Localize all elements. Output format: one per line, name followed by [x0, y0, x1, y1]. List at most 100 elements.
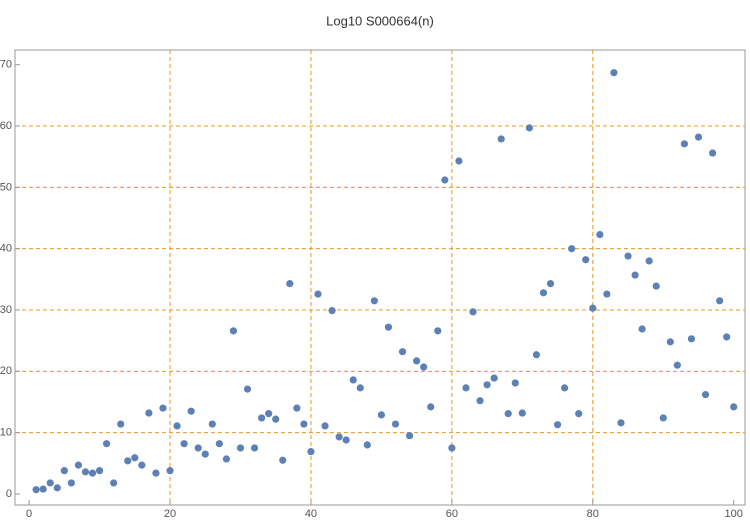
point	[610, 69, 618, 77]
point	[624, 252, 632, 260]
y-tick-label: 40	[0, 243, 12, 255]
x-tick-label: 20	[164, 508, 176, 520]
point	[46, 479, 54, 487]
y-tick-label: 10	[0, 427, 12, 439]
point	[575, 410, 583, 418]
point	[716, 297, 724, 305]
point	[582, 256, 590, 264]
point	[208, 420, 216, 428]
point	[81, 468, 90, 476]
point	[314, 290, 322, 298]
point	[730, 403, 738, 411]
point	[265, 410, 273, 418]
point	[53, 484, 61, 492]
point	[455, 157, 463, 165]
point	[490, 374, 498, 382]
point	[553, 421, 562, 429]
point	[131, 454, 139, 462]
point	[405, 432, 414, 440]
point	[448, 444, 456, 452]
plot-frame	[14, 49, 746, 506]
point	[103, 440, 111, 448]
point	[617, 419, 625, 427]
point	[652, 282, 660, 290]
point	[124, 457, 132, 465]
point	[645, 257, 653, 265]
point	[694, 133, 703, 141]
x-tick-label: 0	[26, 508, 32, 520]
point	[462, 384, 470, 392]
point	[215, 440, 223, 448]
y-tick-label: 0	[6, 488, 12, 500]
point	[286, 280, 294, 288]
point	[568, 245, 576, 253]
point	[518, 409, 526, 417]
x-tick-label: 100	[725, 508, 743, 520]
point	[187, 407, 195, 415]
point	[180, 440, 188, 448]
point	[60, 467, 68, 475]
chart-title: Log10 S000664(n)	[326, 13, 434, 28]
point	[413, 357, 421, 365]
point	[504, 410, 512, 418]
point	[723, 333, 731, 341]
point	[708, 149, 717, 157]
point	[88, 469, 97, 477]
point	[659, 414, 667, 422]
point	[328, 307, 336, 315]
point	[258, 414, 266, 422]
point	[398, 348, 407, 356]
y-tick-label: 30	[0, 304, 12, 316]
point	[173, 422, 181, 430]
point	[497, 135, 505, 143]
x-tick-label: 60	[446, 508, 458, 520]
point	[279, 456, 287, 464]
point	[525, 124, 533, 132]
point	[638, 325, 646, 333]
point	[32, 486, 40, 494]
point	[701, 391, 710, 399]
point	[546, 280, 555, 288]
point	[680, 140, 689, 148]
y-tick-label: 50	[0, 181, 12, 193]
point	[222, 455, 230, 463]
point	[342, 436, 350, 444]
point	[434, 327, 442, 335]
point	[532, 351, 541, 359]
point	[356, 384, 364, 392]
point	[159, 404, 167, 412]
y-tick-label: 60	[0, 120, 12, 132]
point	[74, 461, 83, 469]
point	[631, 271, 639, 279]
point	[673, 361, 681, 369]
point	[377, 411, 386, 419]
point	[335, 433, 343, 441]
y-tick-label: 20	[0, 365, 12, 377]
point	[307, 448, 315, 456]
point	[420, 363, 428, 371]
point	[39, 485, 47, 493]
point	[110, 479, 118, 487]
point	[561, 384, 569, 392]
point	[476, 397, 484, 405]
point	[243, 385, 252, 393]
point	[384, 323, 393, 331]
point	[229, 327, 238, 335]
point	[166, 467, 174, 475]
point	[511, 379, 519, 387]
point	[145, 409, 153, 417]
point	[201, 450, 209, 458]
point	[483, 381, 491, 389]
point	[250, 444, 259, 452]
point	[300, 420, 308, 428]
point	[138, 461, 146, 469]
point	[272, 415, 280, 423]
point	[236, 444, 245, 452]
point	[321, 422, 329, 430]
x-tick-label: 40	[305, 508, 317, 520]
point	[539, 289, 548, 297]
point	[687, 335, 696, 343]
point	[666, 338, 674, 346]
point	[603, 290, 611, 298]
